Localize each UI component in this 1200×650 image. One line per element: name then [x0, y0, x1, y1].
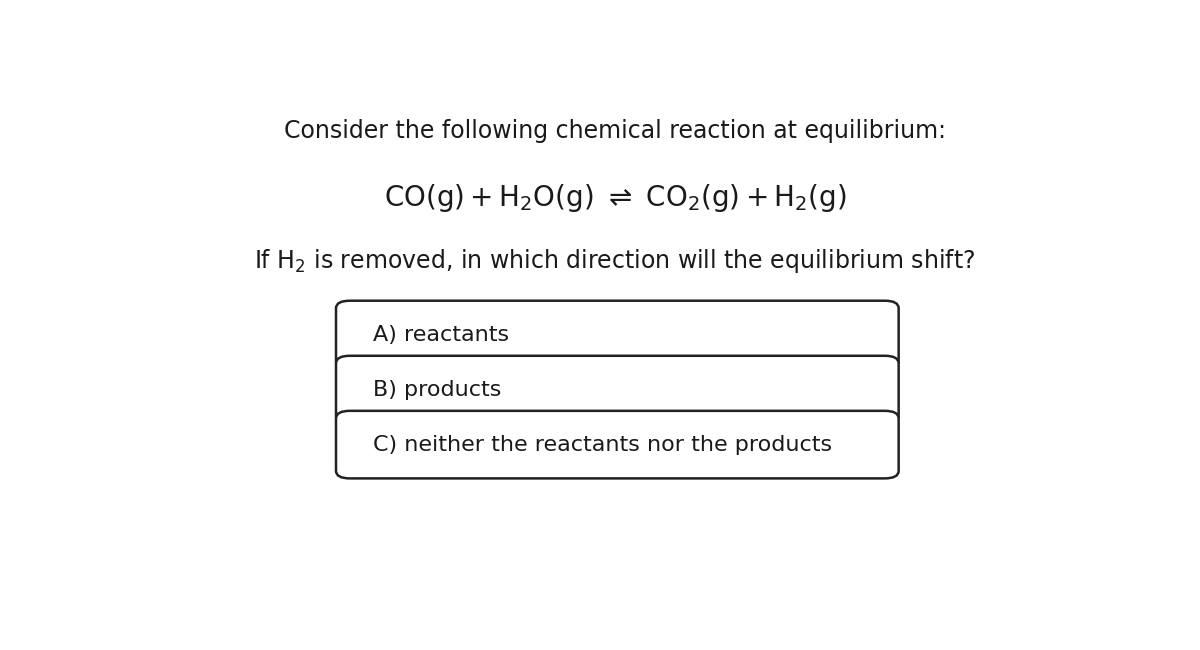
Text: $\mathregular{CO(g) + H_2O(g)}$ $\rightleftharpoons$ $\mathregular{CO_2(g) + H_2: $\mathregular{CO(g) + H_2O(g)}$ $\rightl…	[384, 182, 846, 214]
Text: If $\mathregular{H_2}$ is removed, in which direction will the equilibrium shift: If $\mathregular{H_2}$ is removed, in wh…	[254, 247, 976, 275]
Text: Consider the following chemical reaction at equilibrium:: Consider the following chemical reaction…	[284, 118, 946, 142]
FancyBboxPatch shape	[336, 411, 899, 478]
Text: C) neither the reactants nor the products: C) neither the reactants nor the product…	[373, 435, 833, 454]
FancyBboxPatch shape	[336, 356, 899, 423]
Text: B) products: B) products	[373, 380, 502, 400]
FancyBboxPatch shape	[336, 301, 899, 369]
Text: A) reactants: A) reactants	[373, 324, 509, 345]
